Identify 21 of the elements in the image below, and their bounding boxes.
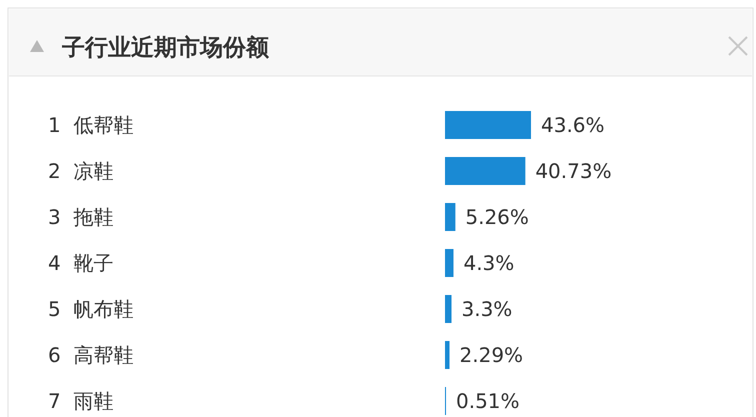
data-label: 40.73% (535, 159, 612, 183)
text: 子行业近期市场份额 (61, 34, 270, 61)
data-label: 43.6% (541, 113, 605, 137)
y-tick-label: 7 雨鞋 (48, 389, 114, 413)
y-tick-label: 4 靴子 (48, 251, 114, 275)
data-label: 2.29% (460, 343, 524, 367)
bar (445, 203, 456, 231)
y-tick-label: 5 帆布鞋 (48, 297, 134, 321)
bar (445, 295, 452, 323)
data-label: 4.3% (463, 251, 514, 275)
y-tick-label: 6 高帮鞋 (48, 343, 134, 367)
y-tick-label: 1 低帮鞋 (48, 113, 134, 137)
y-tick-label: 2 凉鞋 (48, 159, 114, 183)
bar (445, 111, 531, 139)
bar (445, 157, 526, 185)
data-label: 3.3% (462, 297, 512, 321)
data-label: 0.51% (456, 389, 520, 413)
data-label: 5.26% (465, 205, 529, 229)
y-tick-label: 3 拖鞋 (48, 205, 114, 229)
bar (445, 341, 450, 369)
bar (445, 249, 454, 277)
